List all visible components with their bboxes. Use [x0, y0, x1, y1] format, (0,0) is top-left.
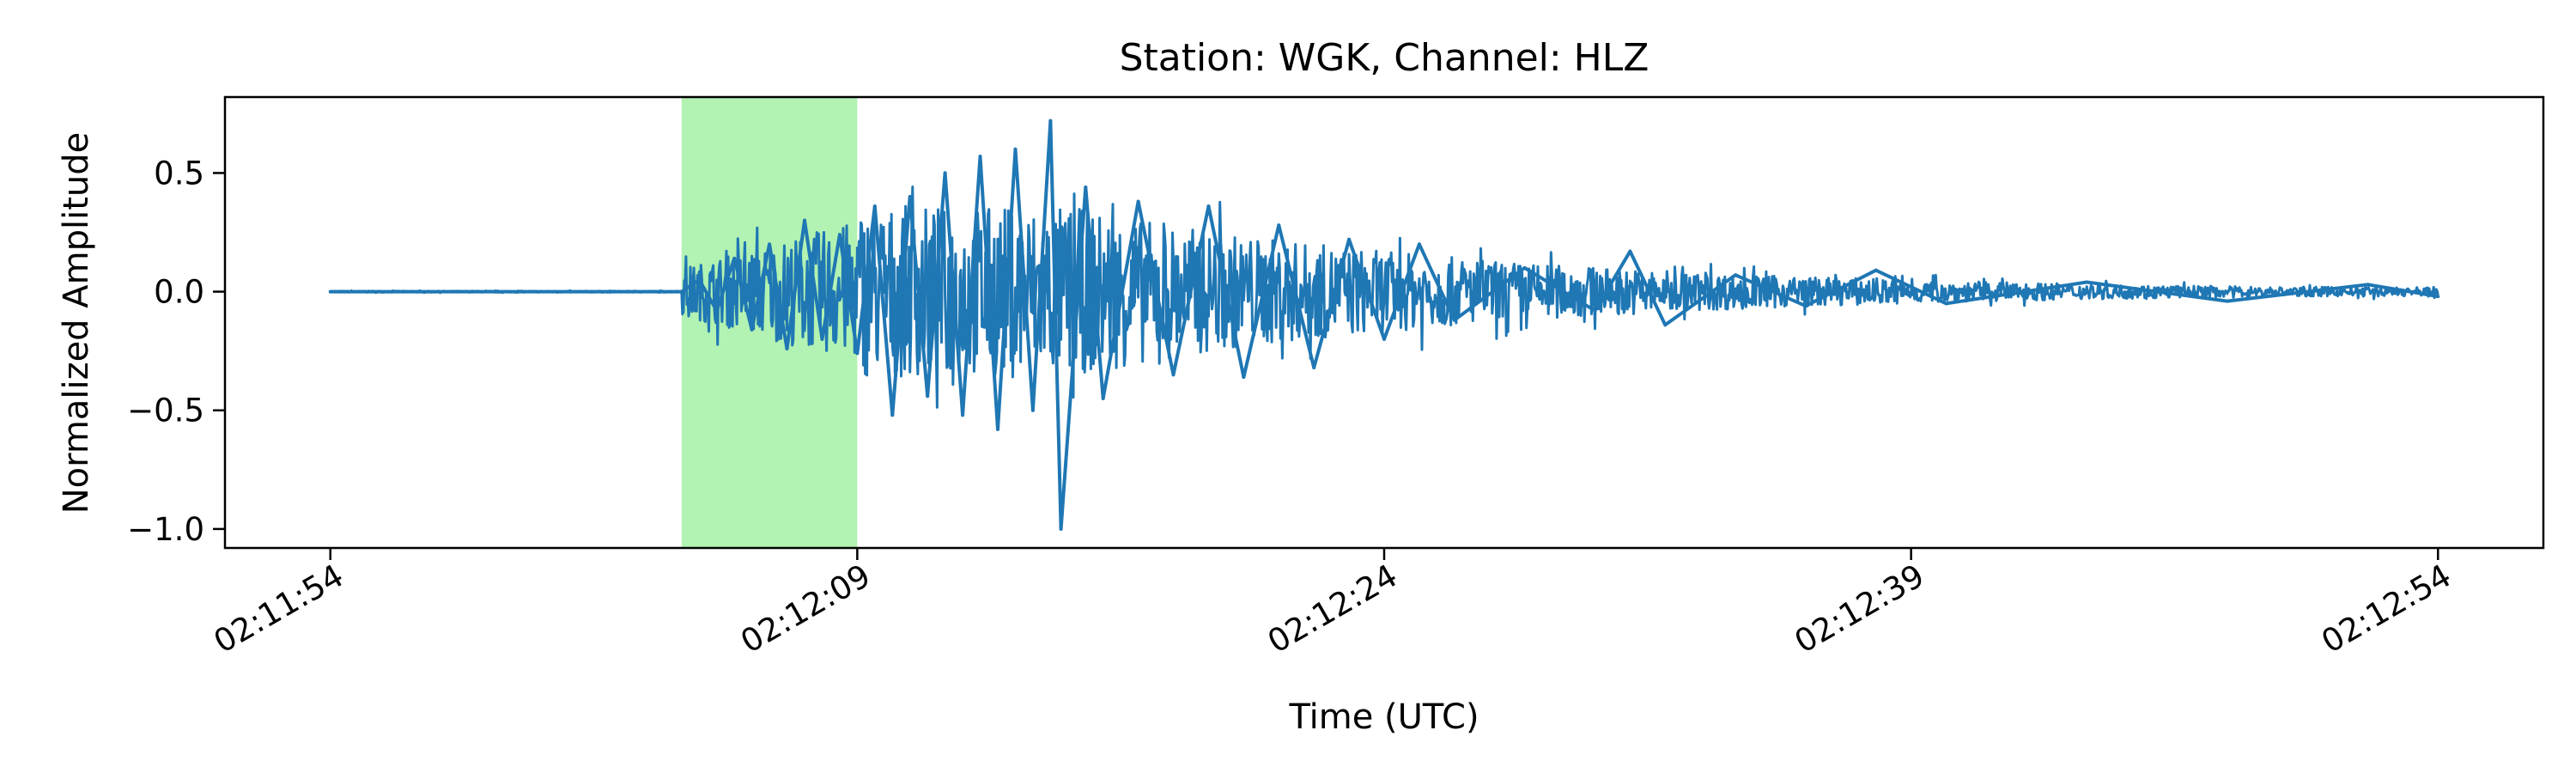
- waveform-point: [328, 289, 332, 294]
- y-axis-label: Normalized Amplitude: [57, 132, 96, 514]
- waveform-point: [1312, 366, 1316, 369]
- waveform-point: [943, 171, 947, 175]
- waveform-point: [714, 308, 719, 313]
- y-axis: 0.5 0.0 −0.5 −1.0: [127, 155, 225, 548]
- waveform-point: [961, 413, 965, 417]
- waveform-point: [1452, 318, 1456, 322]
- waveform-point: [1663, 323, 1668, 327]
- waveform-point: [855, 351, 860, 356]
- waveform-point: [837, 233, 841, 237]
- waveform-point: [2225, 299, 2229, 303]
- waveform-point: [1277, 223, 1281, 228]
- waveform-point: [1803, 304, 1807, 308]
- waveform-point: [1136, 199, 1140, 204]
- waveform-point: [1628, 249, 1632, 253]
- y-tick-label: −1.0: [127, 511, 204, 548]
- waveform-point: [1171, 373, 1176, 377]
- waveform-point: [610, 289, 613, 294]
- x-axis-label: Time (UTC): [1288, 697, 1479, 737]
- waveform-point: [1734, 273, 1738, 277]
- waveform-point: [978, 155, 982, 159]
- waveform-point: [697, 277, 702, 282]
- y-tick-label: −0.5: [127, 393, 204, 429]
- waveform-point: [2366, 283, 2370, 287]
- waveform-point: [1347, 237, 1352, 241]
- waveform-point: [1206, 204, 1211, 209]
- waveform-point: [1030, 408, 1035, 412]
- waveform-point: [732, 256, 737, 260]
- waveform-point: [890, 413, 895, 417]
- waveform-point: [908, 195, 912, 199]
- waveform-point: [1242, 375, 1246, 380]
- waveform-point: [1013, 147, 1018, 151]
- waveform-point: [469, 289, 473, 294]
- waveform-point: [1593, 308, 1597, 313]
- waveform-point: [1382, 337, 1386, 341]
- waveform-point: [1522, 265, 1527, 270]
- waveform-point: [1417, 242, 1421, 247]
- y-tick-label: 0.0: [154, 274, 204, 311]
- waveform-point: [803, 218, 806, 222]
- waveform-point: [1059, 526, 1063, 531]
- waveform-point: [750, 327, 754, 332]
- waveform-point: [1084, 186, 1088, 189]
- waveform-peaks: [328, 119, 2440, 531]
- waveform-point: [2436, 295, 2440, 299]
- waveform-point: [679, 289, 683, 294]
- waveform-point: [996, 427, 999, 431]
- waveform-point: [926, 394, 930, 399]
- chart-title: Station: WGK, Channel: HLZ: [1120, 36, 1649, 80]
- waveform-point: [785, 346, 789, 350]
- waveform-trace: [330, 119, 2439, 531]
- waveform-point: [820, 337, 824, 341]
- waveform-point: [2085, 280, 2089, 284]
- plot-area: [223, 95, 2545, 550]
- waveform-point: [1101, 396, 1105, 400]
- y-tick-label: 0.5: [154, 155, 204, 192]
- waveform-point: [1048, 119, 1053, 123]
- waveform-point: [872, 204, 877, 209]
- waveform-point: [1944, 301, 1948, 306]
- waveform-point: [768, 242, 772, 247]
- waveform-point: [1874, 268, 1878, 272]
